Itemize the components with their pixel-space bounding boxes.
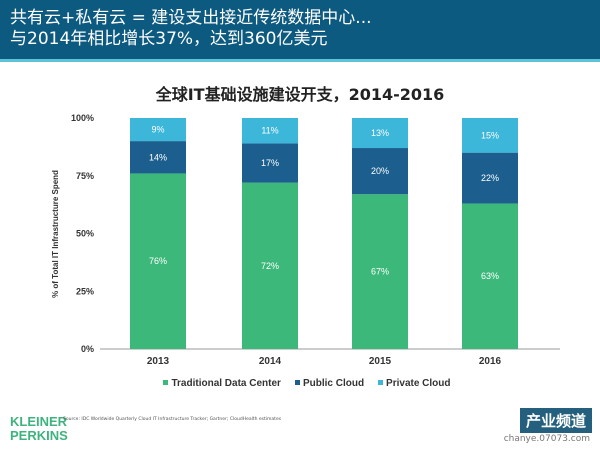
x-tick-label: 2016 — [479, 356, 502, 367]
data-label: 67% — [371, 267, 389, 277]
data-label: 14% — [149, 152, 167, 162]
data-label: 76% — [149, 256, 167, 266]
legend-swatch — [378, 380, 384, 385]
kleiner-perkins-logo: KLEINER PERKINS — [10, 414, 68, 443]
legend-label: Private Cloud — [386, 378, 451, 389]
legend-label: Public Cloud — [302, 378, 365, 389]
x-tick-label: 2013 — [147, 356, 170, 367]
slide-header: 共有云+私有云 = 建设支出接近传统数据中心... 与2014年相比增长37%，… — [0, 0, 600, 62]
bar-segment — [462, 152, 518, 204]
legend-swatch — [294, 380, 300, 385]
bar-segment — [242, 182, 298, 349]
y-tick-label: 100% — [71, 113, 94, 123]
bar-segment — [130, 173, 186, 349]
bar-segment — [352, 194, 408, 349]
y-axis-label: % of Total IT Infrastructure Spend — [51, 170, 60, 298]
source-note: Source: IDC Worldwide Quarterly Cloud IT… — [63, 417, 282, 422]
y-tick-label: 75% — [76, 171, 94, 181]
data-label: 72% — [261, 261, 279, 271]
watermark-url: chanye.07073.com — [503, 434, 590, 444]
data-label: 11% — [261, 126, 278, 136]
data-label: 15% — [481, 130, 499, 140]
y-tick-label: 0% — [81, 344, 94, 354]
data-label: 9% — [151, 125, 164, 135]
bar-segment — [352, 118, 408, 149]
legend-swatch — [163, 380, 169, 385]
data-label: 17% — [261, 158, 279, 168]
header-line-2: 与2014年相比增长37%，达到360亿美元 — [10, 29, 328, 49]
bar-segment — [130, 118, 186, 142]
bar-segment — [242, 143, 298, 183]
bar-segment — [242, 118, 298, 144]
chart-title: 全球IT基础设施建设开支，2014-2016 — [155, 85, 445, 104]
header-line-1: 共有云+私有云 = 建设支出接近传统数据中心... — [10, 8, 372, 28]
bar-segment — [462, 118, 518, 153]
bar-segment — [352, 148, 408, 195]
data-label: 13% — [371, 128, 389, 138]
x-tick-label: 2015 — [369, 356, 392, 367]
data-label: 63% — [481, 271, 499, 281]
data-label: 22% — [481, 173, 499, 183]
y-tick-label: 25% — [76, 286, 94, 296]
x-tick-label: 2014 — [259, 356, 282, 367]
y-tick-label: 50% — [76, 229, 94, 239]
watermark-logo: 产业频道 — [519, 408, 592, 433]
data-label: 20% — [371, 166, 389, 176]
bar-segment — [462, 203, 518, 349]
legend-label: Traditional Data Center — [171, 378, 281, 389]
legend: Traditional Data Center Public Cloud Priva… — [0, 378, 600, 389]
bar-segment — [130, 141, 186, 174]
